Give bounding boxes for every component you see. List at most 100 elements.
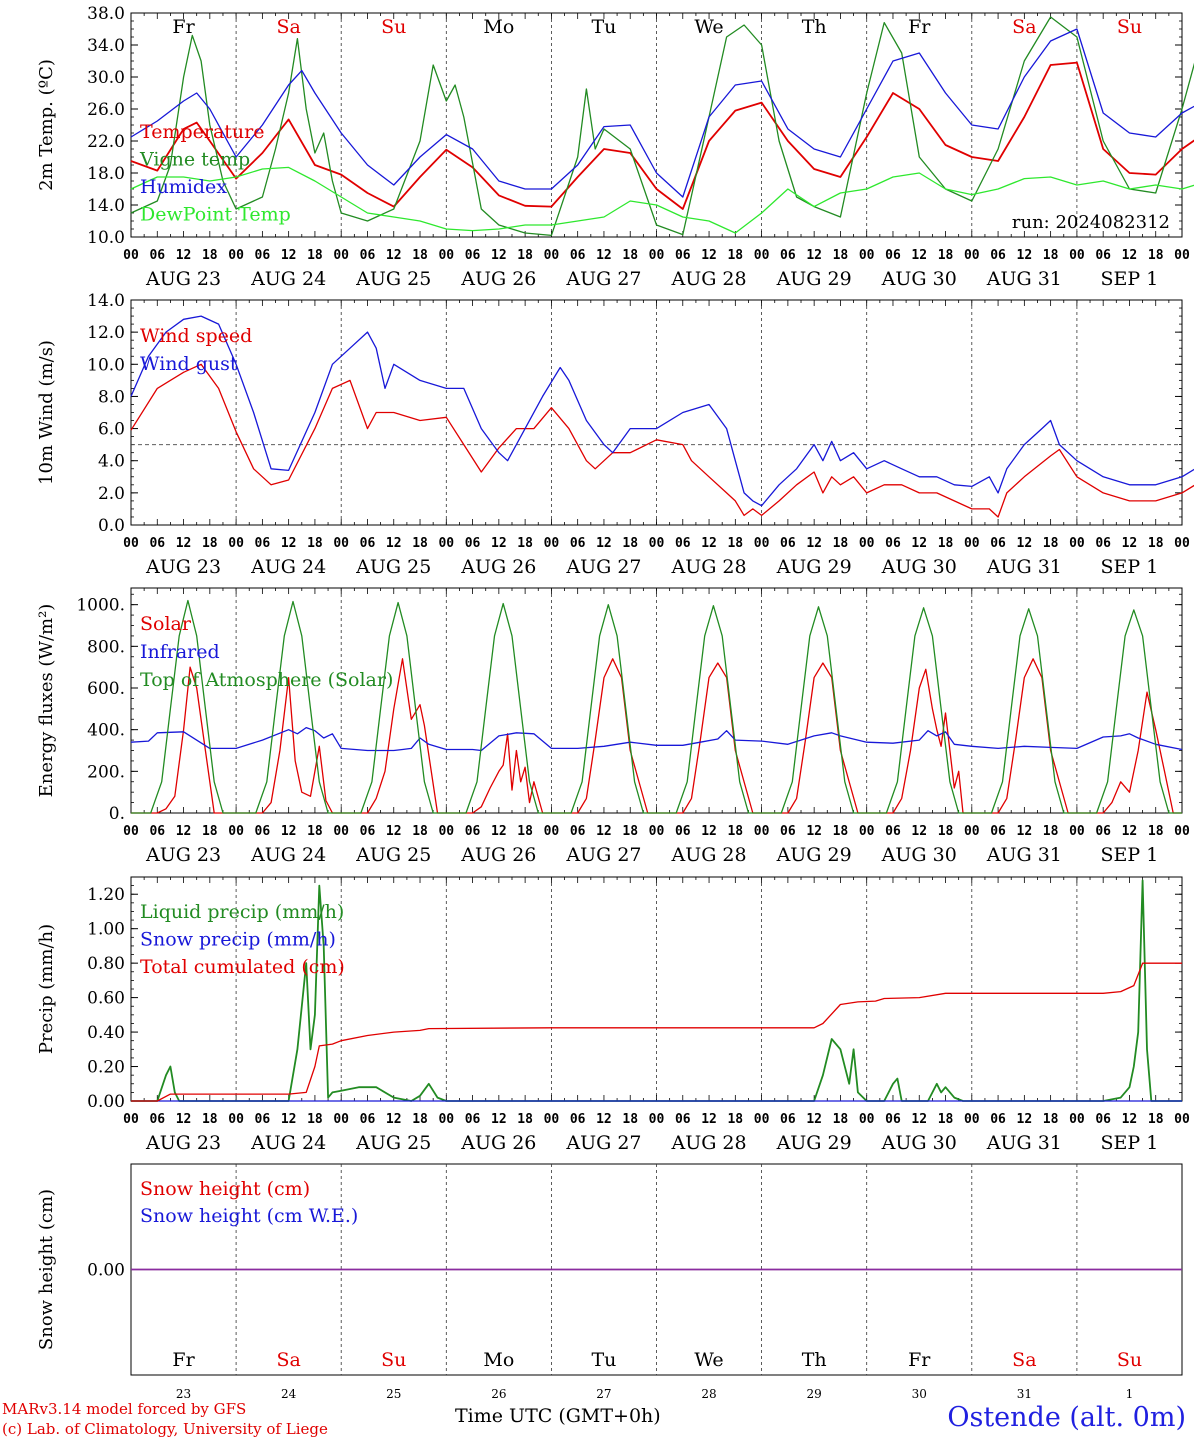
x-hour-label: 12 bbox=[1122, 824, 1138, 839]
x-date-label: AUG 30 bbox=[881, 1132, 957, 1154]
x-hour-label: 00 bbox=[1174, 536, 1190, 551]
x-hour-label: 12 bbox=[911, 824, 927, 839]
x-hour-label: 06 bbox=[570, 248, 586, 263]
x-hour-label: 00 bbox=[859, 248, 875, 263]
x-hour-label: 06 bbox=[360, 824, 376, 839]
x-hour-label: 18 bbox=[307, 536, 323, 551]
y-tick-label: 8.0 bbox=[98, 387, 125, 407]
y-axis-label: 10m Wind (m/s) bbox=[36, 340, 57, 485]
x-hour-label: 18 bbox=[412, 248, 428, 263]
x-hour-label: 00 bbox=[438, 1112, 454, 1127]
x-hour-label: 18 bbox=[1043, 1112, 1059, 1127]
x-date-label: AUG 28 bbox=[670, 1132, 746, 1154]
x-hour-label: 06 bbox=[149, 1112, 165, 1127]
y-tick-label: 1.20 bbox=[87, 885, 125, 905]
x-hour-label: 06 bbox=[780, 824, 796, 839]
x-date-label: AUG 31 bbox=[986, 844, 1062, 866]
x-hour-label: 00 bbox=[964, 1112, 980, 1127]
x-hour-label: 06 bbox=[1095, 536, 1111, 551]
x-hour-label: 00 bbox=[964, 824, 980, 839]
y-tick-label: 0.0 bbox=[98, 516, 125, 536]
x-hour-label: 12 bbox=[281, 248, 297, 263]
x-hour-label: 12 bbox=[176, 536, 192, 551]
x-hour-label: 18 bbox=[727, 536, 743, 551]
x-hour-label: 00 bbox=[333, 1112, 349, 1127]
weekday-label: Sa bbox=[1012, 1349, 1036, 1371]
weekday-label: Sa bbox=[1012, 16, 1036, 38]
legend-entry: Vigne temp bbox=[139, 149, 250, 171]
y-tick-label: 0.00 bbox=[87, 1092, 125, 1112]
y-tick-label: 10.0 bbox=[87, 355, 125, 375]
x-hour-label: 06 bbox=[465, 536, 481, 551]
x-hour-label: 00 bbox=[438, 248, 454, 263]
legend-entry: Snow precip (mm/h) bbox=[140, 929, 336, 951]
x-hour-label: 06 bbox=[675, 824, 691, 839]
x-hour-label: 12 bbox=[491, 536, 507, 551]
y-tick-label: 10.0 bbox=[87, 228, 125, 248]
x-hour-label: 00 bbox=[333, 824, 349, 839]
x-hour-label: 18 bbox=[1043, 248, 1059, 263]
legend-entry: Liquid precip (mm/h) bbox=[140, 901, 344, 923]
x-hour-label: 06 bbox=[1095, 824, 1111, 839]
x-hour-label: 00 bbox=[754, 1112, 770, 1127]
x-hour-label: 18 bbox=[727, 248, 743, 263]
y-tick-label: 1000. bbox=[76, 596, 125, 616]
x-date-label: AUG 27 bbox=[565, 268, 641, 290]
y-tick-label: 14.0 bbox=[87, 196, 125, 216]
x-hour-label: 12 bbox=[281, 1112, 297, 1127]
x-hour-label: 06 bbox=[885, 248, 901, 263]
x-hour-label: 12 bbox=[806, 248, 822, 263]
x-hour-label: 18 bbox=[1043, 536, 1059, 551]
weekday-label: Tu bbox=[591, 16, 616, 38]
x-hour-label: 18 bbox=[307, 248, 323, 263]
x-hour-label: 12 bbox=[281, 536, 297, 551]
x-hour-label: 06 bbox=[990, 536, 1006, 551]
x-hour-label: 12 bbox=[386, 536, 402, 551]
y-tick-label: 400. bbox=[87, 721, 125, 741]
x-date-label: AUG 23 bbox=[145, 844, 221, 866]
x-hour-label: 00 bbox=[649, 824, 665, 839]
series-line bbox=[130, 363, 1194, 518]
legend-entry: Snow height (cm) bbox=[140, 1178, 310, 1200]
run-annotation: run: 2024082312 bbox=[1012, 212, 1170, 233]
x-date-label: AUG 26 bbox=[460, 1132, 536, 1154]
x-hour-label: 00 bbox=[544, 248, 560, 263]
x-hour-label: 06 bbox=[255, 1112, 271, 1127]
x-hour-label: 18 bbox=[202, 1112, 218, 1127]
x-hour-label: 12 bbox=[911, 248, 927, 263]
weekday-label: Su bbox=[381, 1349, 406, 1371]
y-tick-label: 0.20 bbox=[87, 1058, 125, 1078]
x-hour-label: 00 bbox=[1069, 536, 1085, 551]
x-hour-label: 12 bbox=[491, 824, 507, 839]
y-axis-label: Energy fluxes (W/m²) bbox=[36, 604, 57, 798]
x-hour-label: 06 bbox=[885, 536, 901, 551]
x-date-label: AUG 25 bbox=[355, 268, 431, 290]
x-hour-label: 00 bbox=[859, 536, 875, 551]
x-hour-label: 18 bbox=[938, 248, 954, 263]
day-number-label: 31 bbox=[1017, 1387, 1032, 1401]
x-hour-label: 06 bbox=[990, 824, 1006, 839]
y-tick-label: 0.00 bbox=[87, 1261, 125, 1281]
legend-entry: Infrared bbox=[140, 641, 220, 663]
x-hour-label: 06 bbox=[465, 824, 481, 839]
x-hour-label: 12 bbox=[386, 1112, 402, 1127]
y-tick-label: 14.0 bbox=[87, 291, 125, 311]
x-hour-label: 00 bbox=[228, 1112, 244, 1127]
x-hour-label: 18 bbox=[202, 248, 218, 263]
x-hour-label: 18 bbox=[622, 824, 638, 839]
x-date-label: AUG 27 bbox=[565, 844, 641, 866]
x-hour-label: 18 bbox=[938, 824, 954, 839]
x-hour-label: 00 bbox=[1069, 824, 1085, 839]
x-hour-label: 00 bbox=[333, 536, 349, 551]
x-date-label: AUG 29 bbox=[776, 556, 852, 578]
day-number-label: 1 bbox=[1126, 1387, 1134, 1401]
x-hour-label: 06 bbox=[149, 248, 165, 263]
x-date-label: AUG 30 bbox=[881, 556, 957, 578]
model-credit: MARv3.14 model forced by GFS bbox=[2, 1400, 247, 1418]
x-hour-label: 18 bbox=[622, 1112, 638, 1127]
day-number-label: 24 bbox=[281, 1387, 297, 1401]
x-hour-label: 06 bbox=[675, 536, 691, 551]
weekday-label: Fr bbox=[172, 16, 195, 38]
y-tick-label: 30.0 bbox=[87, 68, 125, 88]
series-line bbox=[131, 599, 1182, 814]
